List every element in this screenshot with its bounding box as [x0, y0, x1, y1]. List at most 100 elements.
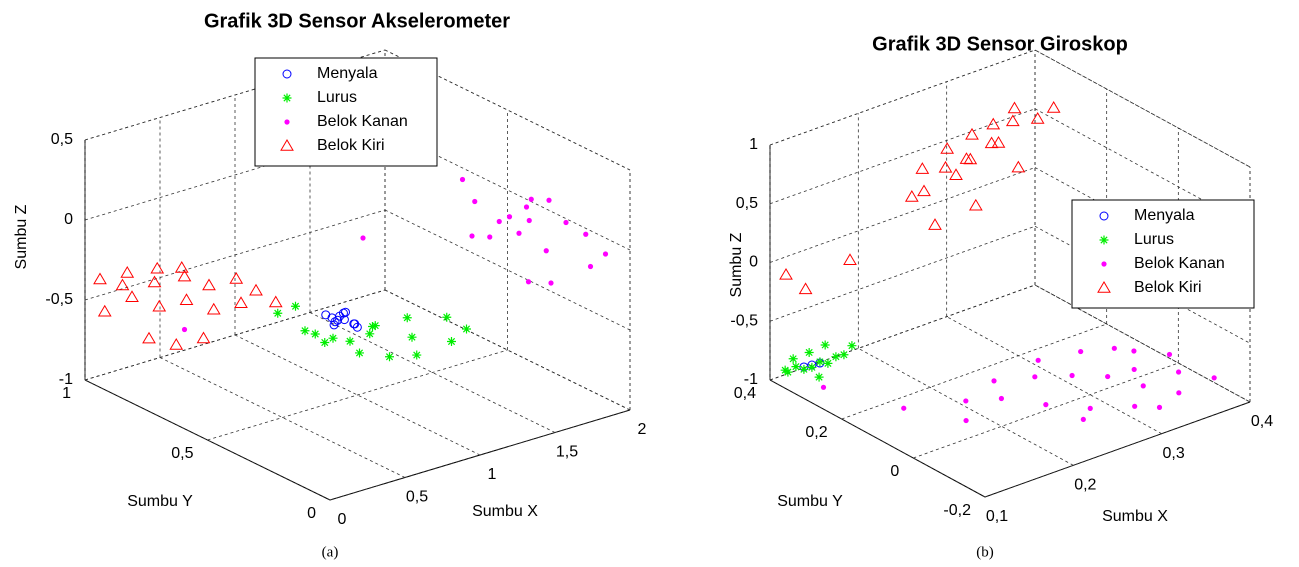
y-axis-label: Sumbu Y — [777, 493, 843, 510]
legend-label: Lurus — [317, 89, 357, 106]
point — [523, 204, 530, 210]
legend-marker — [1097, 281, 1111, 293]
legend-marker — [282, 93, 292, 103]
point — [1156, 404, 1163, 410]
point — [1043, 402, 1049, 408]
grid-line — [769, 379, 986, 498]
grid-line — [769, 225, 1036, 322]
point — [349, 319, 359, 329]
y-tick-label: -0,2 — [943, 502, 971, 519]
legend-marker — [1099, 211, 1109, 221]
grid-line — [1034, 108, 1251, 227]
chart-title: Grafik 3D Sensor Giroskop — [872, 33, 1128, 55]
point — [998, 395, 1005, 402]
point — [528, 196, 534, 202]
point — [234, 296, 248, 308]
point — [402, 313, 412, 323]
point — [1131, 348, 1137, 354]
x-tick-label: 1,5 — [556, 444, 578, 461]
point — [986, 117, 1001, 130]
grid-line — [769, 108, 1036, 205]
grid-line — [84, 129, 386, 221]
grid-line — [769, 284, 1036, 381]
point — [831, 352, 841, 362]
point — [602, 251, 609, 257]
point — [965, 127, 979, 140]
point — [328, 333, 338, 343]
point — [206, 302, 221, 315]
chart-title: Grafik 3D Sensor Akselerometer — [204, 10, 510, 32]
point — [779, 267, 793, 280]
point — [1166, 351, 1173, 358]
point — [152, 299, 167, 312]
point — [917, 184, 931, 197]
legend-marker — [282, 69, 292, 79]
point — [1131, 366, 1137, 373]
legend-label: Lurus — [1134, 231, 1174, 248]
z-tick-label: -0,5 — [730, 312, 758, 329]
point — [546, 197, 552, 203]
x-axis-label: Sumbu X — [1102, 508, 1168, 525]
point — [904, 190, 919, 202]
point — [181, 326, 188, 333]
point — [368, 322, 377, 331]
point — [174, 261, 189, 273]
point — [991, 378, 997, 384]
point — [949, 168, 963, 180]
point — [442, 312, 452, 322]
y-tick-label: 0,4 — [734, 385, 756, 402]
x-tick-label: 1 — [488, 466, 497, 483]
point — [807, 362, 817, 372]
legend-label: Belok Kanan — [1134, 255, 1225, 272]
grid-line — [84, 49, 386, 141]
point — [462, 324, 471, 334]
z-tick-label: 0,5 — [51, 131, 73, 148]
point — [823, 358, 833, 368]
point — [459, 176, 466, 183]
point — [938, 160, 953, 173]
z-tick-label: -1 — [59, 371, 73, 388]
point — [177, 269, 192, 282]
point — [447, 337, 456, 346]
point — [525, 279, 532, 285]
legend-label: Belok Kiri — [1134, 279, 1202, 296]
legend-marker — [280, 139, 294, 151]
point — [940, 142, 955, 154]
point — [365, 329, 375, 339]
grid-line — [329, 409, 631, 501]
z-axis-label: Sumbu Z — [728, 232, 745, 297]
y-tick-label: 0 — [890, 463, 899, 480]
point — [179, 293, 194, 305]
point — [310, 329, 320, 339]
point — [268, 295, 283, 308]
point — [1140, 383, 1146, 389]
point — [963, 152, 978, 165]
point — [526, 217, 532, 224]
point — [839, 350, 849, 360]
point — [249, 283, 263, 296]
point — [843, 253, 857, 265]
x-tick-label: 0,4 — [1251, 413, 1273, 430]
point — [1176, 390, 1182, 396]
point — [780, 365, 790, 375]
point — [1035, 357, 1041, 363]
point — [360, 235, 366, 241]
point — [1111, 345, 1117, 351]
y-tick-label: 1 — [62, 385, 71, 402]
point — [496, 218, 502, 225]
y-tick-label: 0 — [307, 505, 316, 522]
point — [791, 362, 801, 372]
point — [345, 336, 355, 346]
point — [115, 278, 130, 291]
x-tick-label: 0,1 — [986, 508, 1008, 525]
point — [968, 198, 983, 211]
point — [147, 275, 162, 288]
z-tick-label: 0 — [749, 254, 758, 271]
legend-label: Belok Kanan — [317, 113, 408, 130]
y-axis-label: Sumbu Y — [127, 493, 193, 510]
point — [1087, 405, 1093, 411]
z-tick-label: 0 — [64, 211, 73, 228]
x-tick-label: 0,3 — [1163, 445, 1185, 462]
y-tick-label: 0,2 — [805, 424, 827, 441]
grid-line — [84, 289, 386, 381]
